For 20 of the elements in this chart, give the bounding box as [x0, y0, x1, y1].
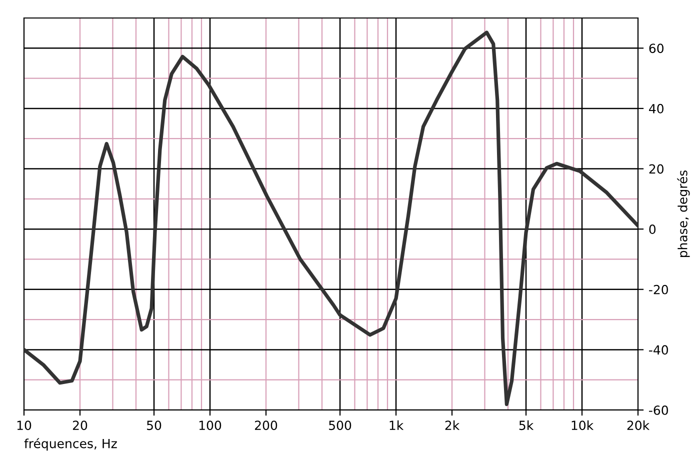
y-tick-label: 60	[649, 44, 664, 54]
x-tick-label: 10	[17, 420, 32, 430]
x-axis-title: fréquences, Hz	[24, 438, 117, 451]
y-tick-label: 0	[649, 224, 656, 234]
x-tick-label: 1k	[390, 420, 404, 430]
y-tick-label: -20	[649, 284, 668, 294]
y-tick-label: 20	[649, 164, 664, 174]
y-tick-label: -40	[649, 345, 668, 355]
x-tick-label: 10k	[572, 420, 594, 430]
x-tick-label: 20	[72, 420, 88, 430]
x-tick-label: 200	[254, 420, 278, 430]
y-axis-title: phase, degrés	[677, 170, 690, 258]
x-tick-label: 20k	[627, 420, 650, 430]
x-tick-label: 5k	[519, 420, 534, 430]
x-tick-label: 500	[329, 420, 352, 430]
x-tick-label: 2k	[445, 420, 460, 430]
y-tick-label: 40	[649, 104, 664, 114]
x-tick-label: 100	[199, 420, 222, 430]
y-tick-label: -60	[649, 405, 668, 415]
x-tick-label: 50	[147, 420, 162, 430]
